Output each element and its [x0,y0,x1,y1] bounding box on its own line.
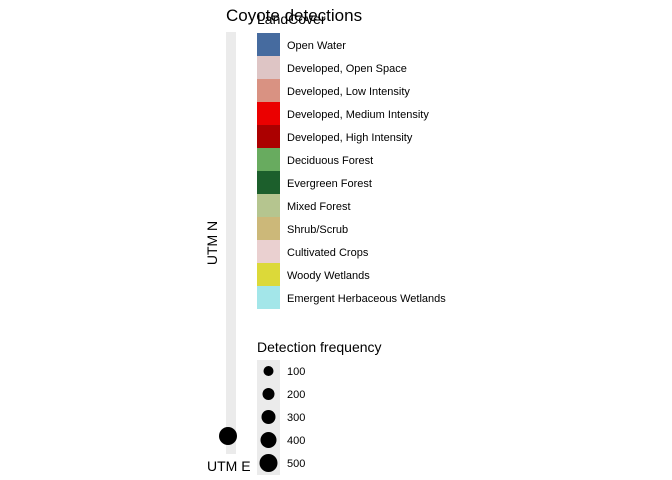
legend-size-label: 100 [287,366,305,378]
legend-swatch [257,148,280,171]
legend-detection-items: 100 200 300 400 500 [259,366,305,472]
legend-item-label: Shrub/Scrub [287,224,348,236]
legend-swatch [257,79,280,102]
legend-swatch [257,33,280,56]
legend-size-label: 500 [287,458,305,470]
legend-swatch [257,263,280,286]
legend-item-label: Deciduous Forest [287,155,373,167]
legend-item-label: Developed, Medium Intensity [287,109,429,121]
legend-swatch [257,125,280,148]
chart-title: Coyote detections [226,6,362,25]
data-points [219,427,237,445]
legend-item-label: Open Water [287,40,346,52]
legend-item-label: Woody Wetlands [287,270,370,282]
y-axis-label: UTM N [204,221,220,265]
legend-detection: Detection frequency 100 200 300 400 500 [257,339,382,475]
legend-item-label: Developed, Low Intensity [287,86,410,98]
legend-item-label: Evergreen Forest [287,178,372,190]
legend-landcover-items: Open Water Developed, Open Space Developed… [257,33,446,309]
legend-swatch [257,56,280,79]
legend-landcover: LandCover Open Water Developed, Open Spac… [257,11,446,309]
legend-size-symbol [259,454,278,472]
legend-item-label: Cultivated Crops [287,247,369,259]
legend-item-label: Mixed Forest [287,201,351,213]
legend-swatch [257,102,280,125]
legend-landcover-title: LandCover [257,11,326,27]
legend-swatch [257,240,280,263]
x-axis-label: UTM E [207,458,251,474]
legend-detection-title: Detection frequency [257,339,382,355]
legend-item-label: Developed, High Intensity [287,132,413,144]
legend-swatch [257,217,280,240]
legend-size-symbol [260,432,277,448]
legend-swatch [257,286,280,309]
legend-size-symbol [261,410,276,424]
legend-size-symbol [263,366,274,376]
legend-size-label: 200 [287,389,305,401]
legend-swatch [257,194,280,217]
legend-item-label: Developed, Open Space [287,63,407,75]
plot-panel [226,32,236,454]
legend-item-label: Emergent Herbaceous Wetlands [287,293,446,305]
legend-size-label: 300 [287,412,305,424]
legend-size-label: 400 [287,435,305,447]
legend-swatch [257,171,280,194]
data-point [219,427,237,445]
legend-size-symbol [262,388,275,400]
